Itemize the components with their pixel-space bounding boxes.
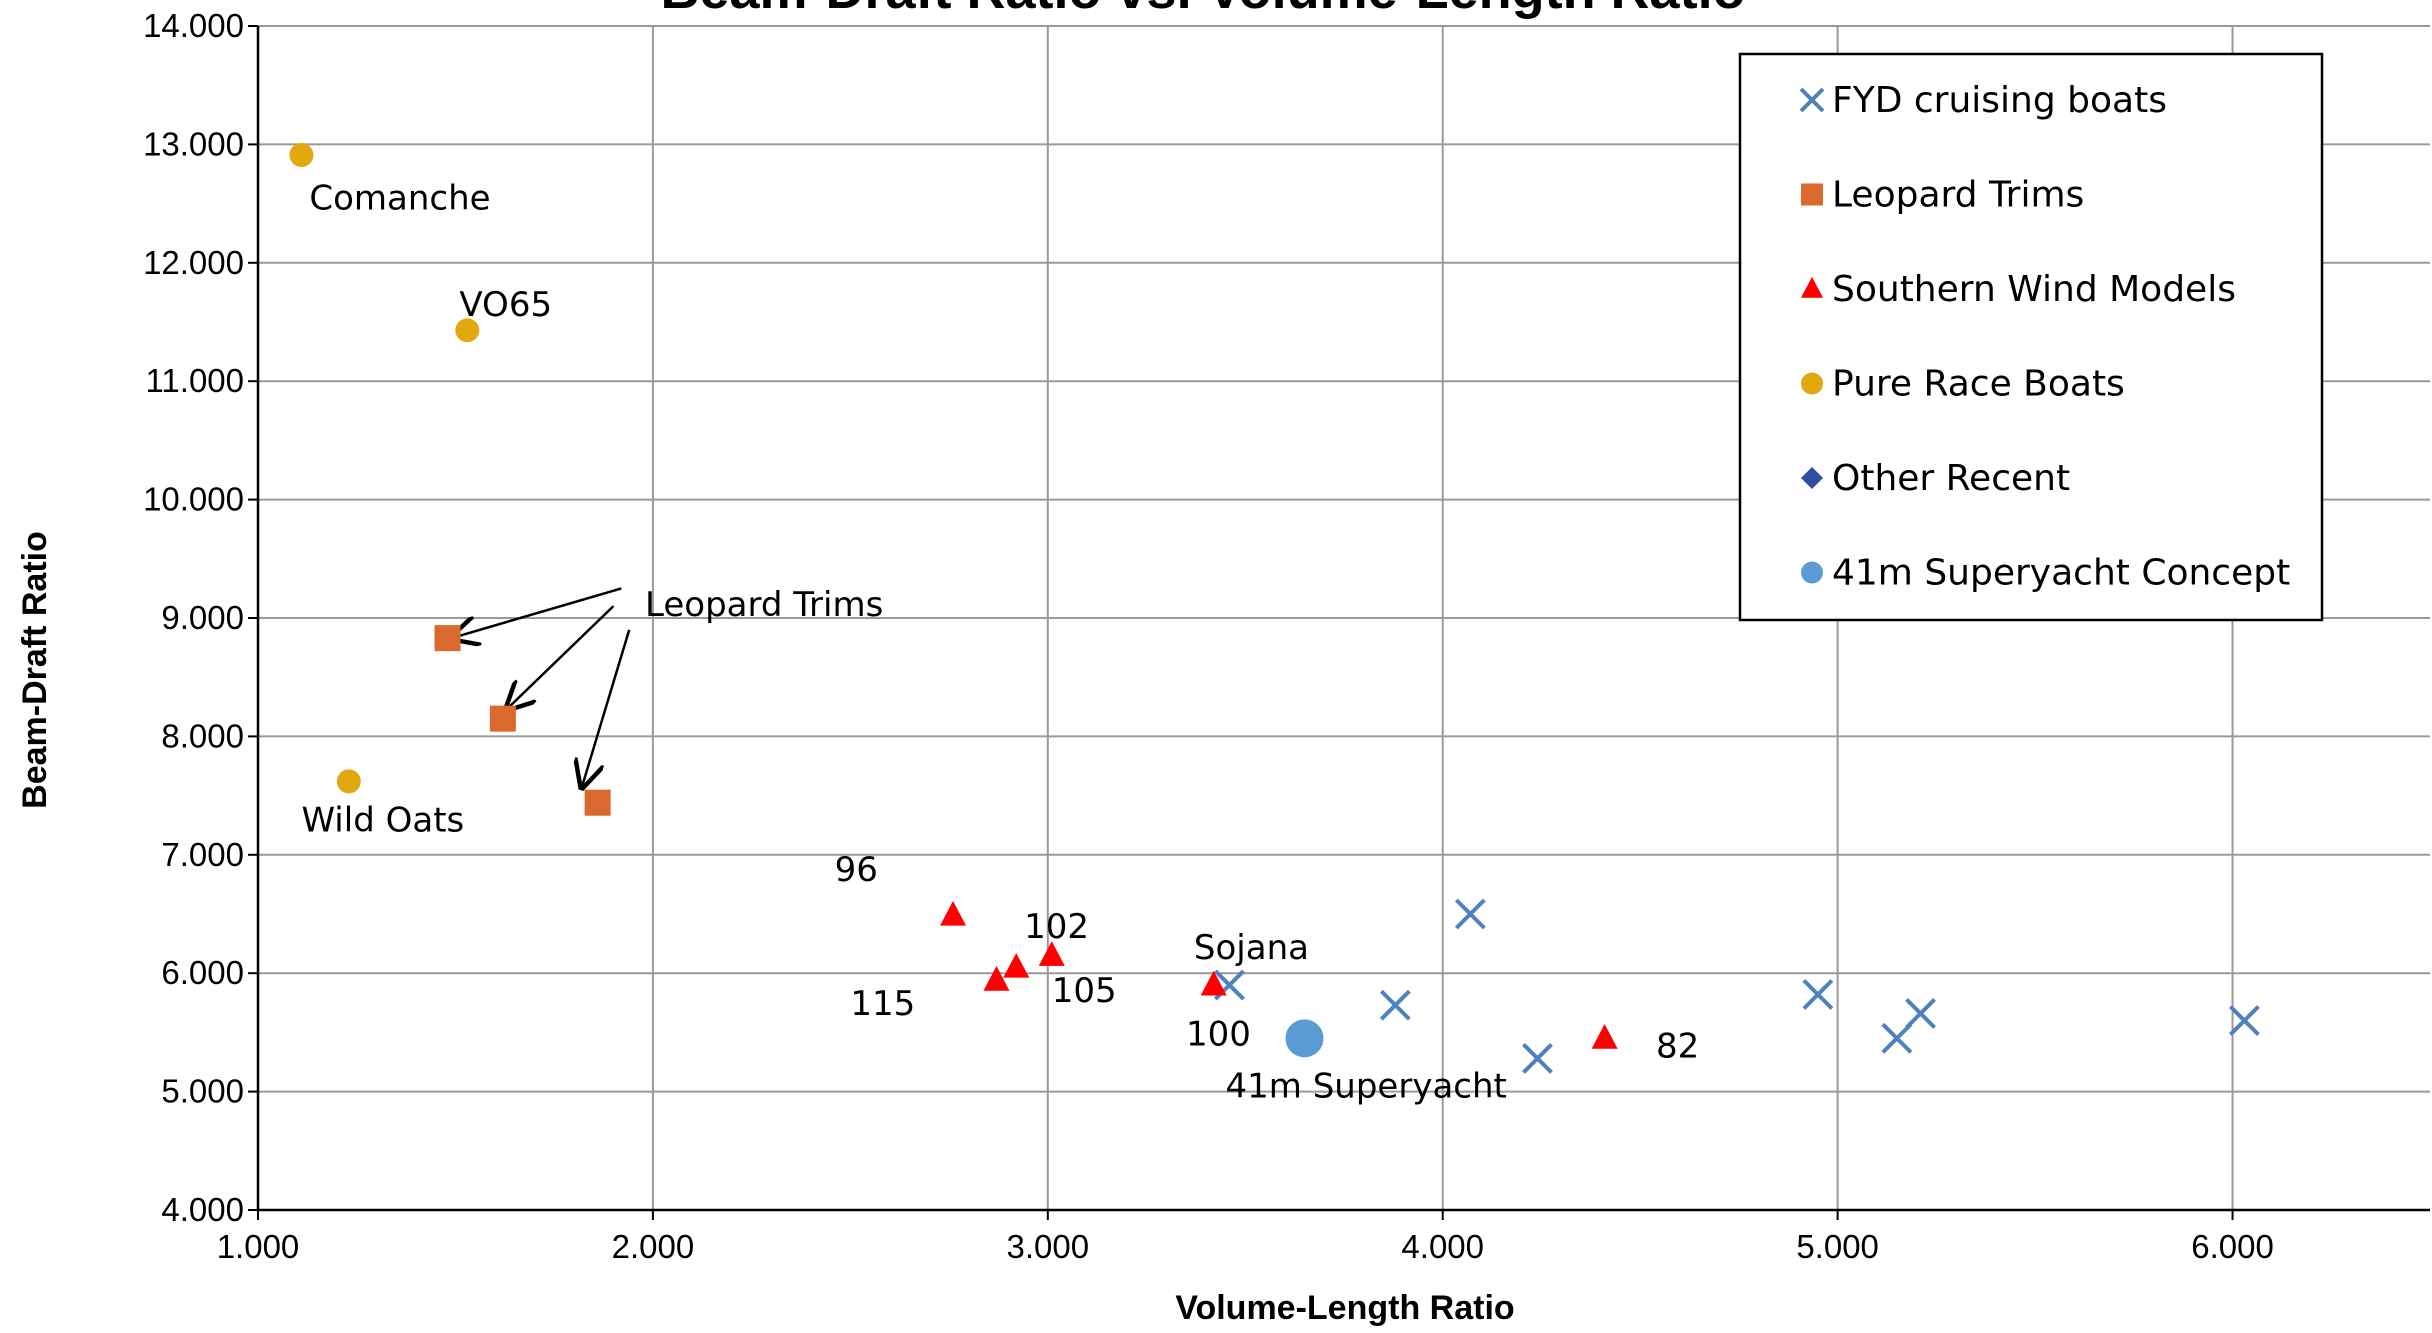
marker-stroke [2228, 1005, 2260, 1036]
data-point [289, 143, 314, 168]
annotation-label: 96 [835, 850, 878, 890]
x-tick-label: 4.000 [1401, 1228, 1484, 1265]
legend-label: Other Recent [1832, 458, 2070, 499]
data-point [1881, 1022, 1913, 1054]
annotation-label: Wild Oats [301, 800, 464, 840]
annotation-label: 100 [1186, 1015, 1251, 1055]
annotation-label: 115 [850, 984, 915, 1024]
legend-marker [1801, 467, 1823, 489]
annotation-label: 41m Superyacht [1226, 1067, 1507, 1107]
y-tick-label: 9.000 [161, 599, 244, 636]
legend-marker [1801, 372, 1823, 395]
marker-stroke [1799, 87, 1825, 113]
legend-label: 41m Superyacht Concept [1832, 553, 2290, 594]
data-point [1802, 979, 1834, 1010]
annotation-label: 105 [1052, 971, 1117, 1011]
data-point [455, 318, 480, 343]
annotation-label: Leopard Trims [645, 585, 883, 625]
y-tick-label: 11.000 [146, 362, 244, 399]
x-tick-label: 2.000 [612, 1228, 695, 1265]
y-tick-label: 5.000 [161, 1073, 244, 1110]
annotation-label: 82 [1656, 1026, 1699, 1066]
chart-title: Beam-Draft Ratio vs. Volume-Length Ratio [660, 0, 1745, 20]
y-tick-label: 12.000 [143, 244, 244, 281]
data-point [1522, 1043, 1553, 1074]
legend-label: FYD cruising boats [1832, 80, 2167, 121]
y-axis-title: Beam-Draft Ratio [16, 531, 54, 809]
legend-label: Southern Wind Models [1832, 269, 2236, 310]
data-point [1379, 989, 1411, 1021]
y-tick-label: 13.000 [143, 125, 244, 162]
data-point [983, 966, 1010, 991]
data-point [1038, 941, 1065, 966]
x-tick-label: 6.000 [2191, 1228, 2274, 1265]
marker-stroke [1522, 1043, 1553, 1074]
annotation-arrows [452, 587, 631, 787]
marker-stroke [1905, 998, 1936, 1029]
y-tick-label: 14.000 [143, 7, 244, 44]
legend-label: Pure Race Boats [1832, 364, 2125, 405]
data-point [1003, 952, 1030, 978]
marker-stroke [1379, 989, 1411, 1021]
x-tick-label: 3.000 [1007, 1228, 1090, 1265]
annotation-label: VO65 [459, 285, 552, 325]
data-point [1285, 1019, 1324, 1058]
legend: FYD cruising boats Leopard Trims Southern … [1738, 52, 2324, 622]
legend-marker [1799, 87, 1825, 113]
x-tick-label: 1.000 [217, 1228, 300, 1265]
x-axis-title: Volume-Length Ratio [1175, 1289, 1514, 1327]
marker-stroke [1802, 979, 1834, 1010]
annotation-label: Sojana [1194, 928, 1309, 968]
y-tick-label: 6.000 [161, 954, 244, 991]
tick-labels: 4.000 5.000 6.000 7.000 8.000 9.000 10.000 11.0… [143, 7, 2274, 1265]
data-point [584, 789, 611, 816]
marker-stroke [1881, 1022, 1913, 1054]
data-points [289, 143, 2260, 1074]
annotations: Comanche VO65 Leopard Trims Wild Oats 96 102 1… [301, 179, 1699, 1107]
y-tick-label: 10.000 [143, 481, 244, 518]
data-point [2228, 1005, 2260, 1036]
data-point [489, 705, 516, 732]
legend-marker [1801, 561, 1823, 584]
data-point [336, 769, 361, 794]
axes [248, 25, 2430, 1220]
y-tick-label: 8.000 [161, 717, 244, 754]
data-point [434, 625, 461, 652]
data-point [1905, 998, 1936, 1029]
legend-marker [1801, 276, 1823, 298]
y-tick-label: 7.000 [161, 836, 244, 873]
data-point [1454, 898, 1486, 930]
annotation-label: 102 [1024, 907, 1089, 947]
legend-box [1738, 52, 2324, 622]
y-tick-label: 4.000 [161, 1191, 244, 1228]
legend-marker [1801, 183, 1823, 206]
marker-stroke [1454, 898, 1486, 930]
annotation-arrow [582, 629, 631, 787]
data-point [1591, 1024, 1618, 1049]
data-point [1200, 970, 1227, 996]
x-tick-label: 5.000 [1796, 1228, 1879, 1265]
legend-label: Leopard Trims [1832, 175, 2084, 216]
annotation-label: Comanche [309, 179, 490, 219]
data-point [940, 900, 967, 926]
annotation-arrow [507, 605, 615, 709]
annotation-arrow [452, 587, 622, 638]
